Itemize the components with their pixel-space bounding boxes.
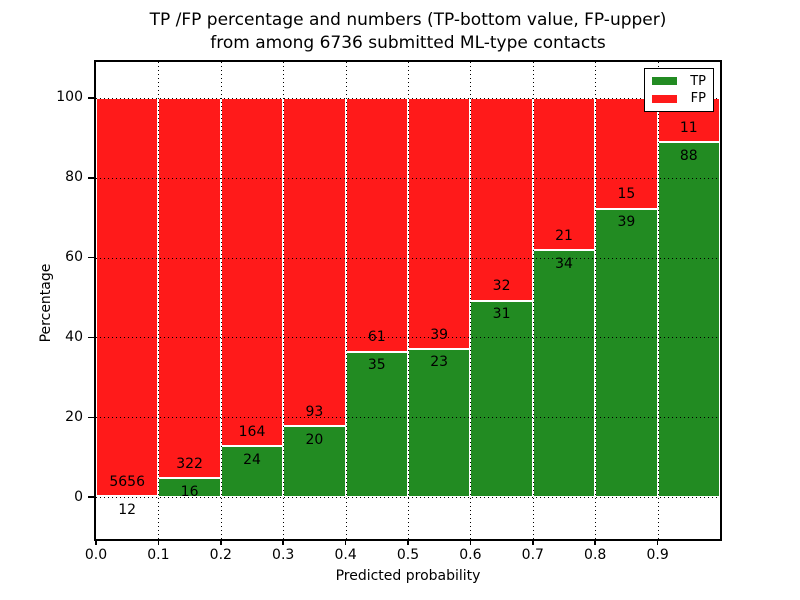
legend-item-tp: TP (652, 74, 706, 89)
bar-segment-tp (408, 349, 471, 498)
x-tick (282, 540, 284, 545)
x-tick (220, 540, 222, 545)
gridlines-layer (96, 62, 720, 539)
fp-count-label: 32 (492, 278, 511, 295)
x-tick-label: 0.8 (584, 547, 607, 563)
v-gridline (470, 62, 472, 539)
x-tick-label: 0.1 (147, 547, 170, 563)
fp-count-label: 5656 (109, 473, 146, 490)
y-tick (88, 336, 94, 339)
v-gridline (595, 62, 597, 539)
y-tick (88, 416, 94, 418)
legend-swatch-fp-icon (652, 94, 677, 103)
x-tick-label: 0.6 (459, 547, 482, 563)
tp-count-label: 24 (243, 451, 261, 468)
legend-swatch-tp-icon (652, 77, 677, 86)
fp-count-label: 11 (679, 119, 698, 136)
y-tick-label: 20 (65, 408, 83, 425)
bar-labels-layer: 12 5656 16 322 24 164 20 93 35 61 23 39 31 32 34 21 39 15… (96, 62, 720, 539)
x-axis-label: Predicted probability (335, 568, 481, 584)
tp-count-label: 12 (118, 501, 137, 518)
x-tick-label: 0.9 (646, 547, 669, 563)
y-tick-label: 80 (65, 169, 83, 186)
fp-count-label: 164 (238, 423, 266, 440)
x-tick (469, 540, 472, 545)
y-axis-label: Percentage (38, 263, 54, 343)
x-tick (95, 540, 97, 545)
x-tick (532, 540, 534, 545)
fp-count-label: 15 (617, 186, 636, 203)
bar-segment-tp (657, 142, 720, 498)
tp-count-label: 23 (430, 354, 449, 371)
v-gridline (532, 62, 534, 539)
v-gridline (220, 62, 222, 539)
y-tick-label: 60 (65, 249, 83, 266)
bar-segment-tp (595, 208, 658, 498)
x-tick-label: 0.4 (334, 547, 357, 563)
x-tick (407, 540, 409, 545)
x-tick (344, 540, 347, 545)
x-tick-label: 0.7 (521, 547, 544, 563)
v-gridline (283, 62, 285, 539)
bar-segment-fp (595, 97, 658, 209)
legend-label-tp: TP (690, 73, 706, 89)
tp-count-label: 31 (492, 306, 511, 323)
plot-area: 12 5656 16 322 24 164 20 93 35 61 23 39 31 32 34 21 39 15… (96, 62, 720, 539)
v-gridline (158, 62, 160, 539)
chart-title-line1: TP /FP percentage and numbers (TP-bottom… (149, 10, 667, 30)
bars-layer (96, 62, 720, 539)
v-gridline (345, 62, 347, 539)
tp-count-label: 35 (367, 357, 386, 374)
fp-count-label: 322 (176, 455, 203, 472)
x-tick-label: 0.0 (84, 547, 108, 563)
v-gridline (408, 62, 409, 539)
y-tick (88, 256, 94, 259)
x-tick (656, 540, 659, 545)
fp-count-label: 21 (555, 227, 573, 244)
tp-count-label: 39 (617, 214, 636, 231)
x-tick-label: 0.3 (272, 547, 295, 563)
y-tick (88, 97, 94, 99)
chart-title-line2: from among 6736 submitted ML-type contac… (210, 33, 606, 53)
tp-count-label: 20 (305, 431, 324, 448)
tp-count-label: 88 (679, 147, 698, 164)
fp-count-label: 61 (367, 329, 386, 346)
x-tick-label: 0.2 (209, 547, 232, 563)
y-tick (88, 496, 94, 498)
x-tick (157, 540, 160, 545)
fp-count-label: 93 (305, 403, 324, 420)
bar-segment-fp (345, 97, 408, 352)
tp-count-label: 16 (180, 483, 199, 500)
fp-count-label: 39 (430, 326, 449, 343)
legend-label-fp: FP (690, 91, 706, 107)
y-tick-label: 0 (74, 488, 83, 505)
tp-count-label: 34 (555, 255, 573, 272)
x-tick-label: 0.5 (396, 547, 420, 563)
y-tick-label: 40 (65, 328, 83, 345)
y-tick-label: 100 (56, 89, 83, 106)
v-gridline (657, 62, 659, 539)
y-tick (88, 177, 94, 179)
bar-segment-fp (158, 97, 221, 479)
legend: TP FP (644, 68, 714, 112)
bar-segment-fp (96, 97, 159, 497)
chart-title: TP /FP percentage and numbers (TP-bottom… (88, 9, 728, 55)
x-tick (594, 540, 596, 545)
legend-item-fp: FP (652, 91, 706, 106)
bar-segment-tp (532, 250, 596, 498)
